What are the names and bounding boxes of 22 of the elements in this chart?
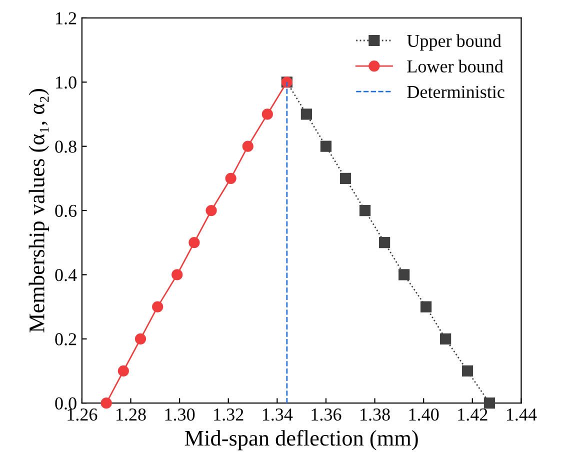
y-tick-label: 0.8	[55, 140, 76, 153]
y-axis-title: Membership values (α₁, α₂)	[28, 89, 49, 332]
x-tick-label: 1.28	[116, 408, 146, 421]
legend-label: Upper bound	[407, 34, 502, 51]
y-tick-label: 0.4	[55, 268, 77, 282]
legend-label: Deterministic	[407, 86, 504, 98]
x-tick-label: 1.42	[458, 408, 488, 421]
legend-label: Lower bound	[407, 60, 504, 73]
x-tick-label: 1.30	[165, 408, 195, 421]
x-tick-label: 1.36	[312, 408, 342, 421]
y-tick-label: 0.0	[55, 397, 76, 410]
y-tick-label: 1.2	[56, 12, 76, 24]
y-tick-label: 0.2	[55, 333, 76, 346]
y-tick-label: 0.6	[55, 204, 77, 218]
x-tick-label: 1.40	[409, 408, 439, 421]
x-tick-label: 1.44	[506, 408, 537, 421]
x-axis-title: Mid-span deflection (mm)	[184, 430, 418, 450]
x-tick-label: 1.32	[214, 408, 244, 421]
x-tick-label: 1.34	[262, 408, 293, 421]
x-tick-label: 1.26	[68, 408, 98, 421]
y-tick-label: 1.0	[56, 76, 76, 89]
x-tick-label: 1.38	[360, 408, 390, 421]
